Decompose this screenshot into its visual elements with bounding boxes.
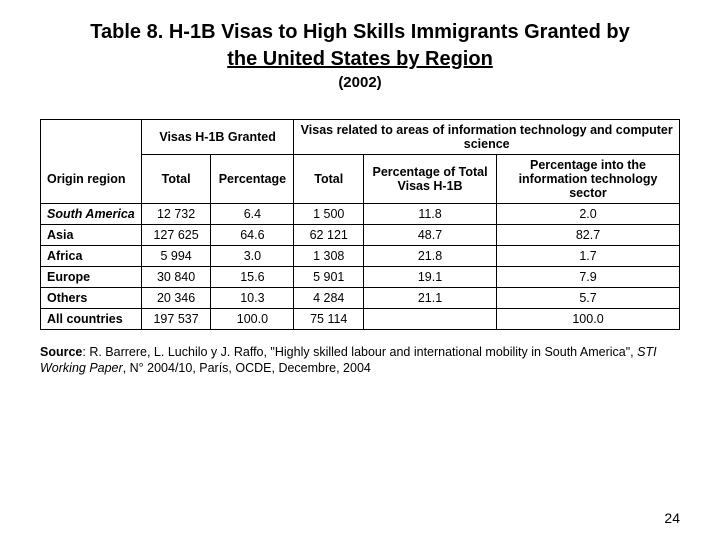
- header-total1: Total: [141, 155, 211, 204]
- cell-total1: 197 537: [141, 309, 211, 330]
- cell-pct1: 15.6: [211, 267, 294, 288]
- table-row: South America12 7326.41 50011.82.0: [41, 204, 680, 225]
- cell-total2: 1 500: [294, 204, 364, 225]
- visa-table: Visas H-1B Granted Visas related to area…: [40, 119, 680, 330]
- cell-pct3: 2.0: [497, 204, 680, 225]
- cell-region: Asia: [41, 225, 142, 246]
- cell-pct1: 10.3: [211, 288, 294, 309]
- cell-pct2: 19.1: [364, 267, 497, 288]
- header-origin: Origin region: [41, 155, 142, 204]
- source-text-1: : R. Barrere, L. Luchilo y J. Raffo, "Hi…: [82, 345, 637, 359]
- cell-pct1: 64.6: [211, 225, 294, 246]
- header-group-granted: Visas H-1B Granted: [141, 120, 294, 155]
- source-label: Source: [40, 345, 82, 359]
- cell-region: Others: [41, 288, 142, 309]
- header-group-it: Visas related to areas of information te…: [294, 120, 680, 155]
- table-row: Others20 34610.34 28421.15.7: [41, 288, 680, 309]
- header-pct1: Percentage: [211, 155, 294, 204]
- cell-total2: 4 284: [294, 288, 364, 309]
- page-number: 24: [664, 510, 680, 526]
- cell-pct3: 7.9: [497, 267, 680, 288]
- cell-pct2: 48.7: [364, 225, 497, 246]
- source-text-2: , N° 2004/10, París, OCDE, Decembre, 200…: [123, 361, 371, 375]
- header-pct2: Percentage of Total Visas H-1B: [364, 155, 497, 204]
- cell-pct2: 11.8: [364, 204, 497, 225]
- cell-pct3: 82.7: [497, 225, 680, 246]
- table-row: Europe30 84015.65 90119.17.9: [41, 267, 680, 288]
- cell-pct1: 6.4: [211, 204, 294, 225]
- cell-pct2: 21.1: [364, 288, 497, 309]
- table-subtitle: (2002): [40, 74, 680, 91]
- cell-pct2: [364, 309, 497, 330]
- cell-pct1: 3.0: [211, 246, 294, 267]
- table-title-line2: the United States by Region: [40, 47, 680, 72]
- header-total2: Total: [294, 155, 364, 204]
- cell-total2: 62 121: [294, 225, 364, 246]
- cell-total2: 5 901: [294, 267, 364, 288]
- table-row: Africa5 9943.01 30821.81.7: [41, 246, 680, 267]
- cell-region: All countries: [41, 309, 142, 330]
- cell-total1: 20 346: [141, 288, 211, 309]
- table-row-totals: All countries 197 537 100.0 75 114 100.0: [41, 309, 680, 330]
- cell-region: South America: [41, 204, 142, 225]
- cell-total1: 12 732: [141, 204, 211, 225]
- source-note: Source: R. Barrere, L. Luchilo y J. Raff…: [40, 344, 680, 377]
- cell-total1: 30 840: [141, 267, 211, 288]
- header-pct3: Percentage into the information technolo…: [497, 155, 680, 204]
- table-title-line1: Table 8. H-1B Visas to High Skills Immig…: [40, 20, 680, 45]
- cell-total1: 5 994: [141, 246, 211, 267]
- cell-total2: 1 308: [294, 246, 364, 267]
- cell-region: Europe: [41, 267, 142, 288]
- cell-total2: 75 114: [294, 309, 364, 330]
- cell-pct3: 100.0: [497, 309, 680, 330]
- cell-pct3: 5.7: [497, 288, 680, 309]
- cell-region: Africa: [41, 246, 142, 267]
- cell-pct3: 1.7: [497, 246, 680, 267]
- cell-total1: 127 625: [141, 225, 211, 246]
- cell-pct1: 100.0: [211, 309, 294, 330]
- table-row: Asia127 62564.662 12148.782.7: [41, 225, 680, 246]
- cell-pct2: 21.8: [364, 246, 497, 267]
